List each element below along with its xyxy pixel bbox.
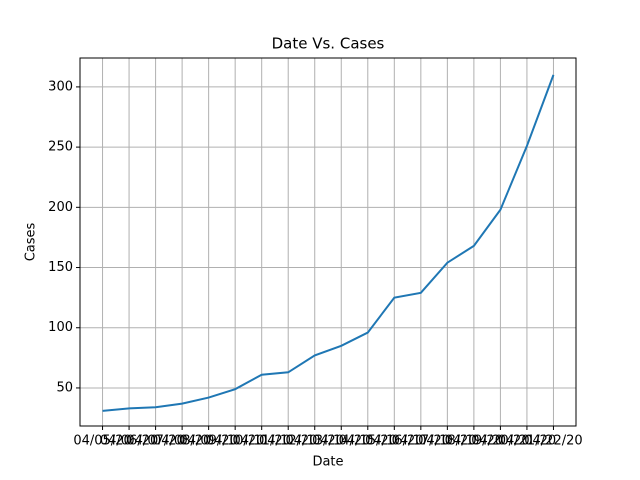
x-tick-label: 04/05/20 <box>73 434 131 449</box>
x-tick-label: 04/06/20 <box>100 434 158 449</box>
x-axis-label: Date <box>312 455 343 470</box>
y-tick-label: 300 <box>48 79 73 94</box>
y-tick-label: 150 <box>48 260 73 275</box>
y-axis-label: Cases <box>24 222 39 261</box>
y-tick-label: 100 <box>48 320 73 335</box>
line <box>102 74 555 412</box>
x-tick-label: 04/20/20 <box>471 434 529 449</box>
y-tick-label: 50 <box>56 380 73 395</box>
x-tick-label: 04/11/20 <box>232 434 290 449</box>
x-tick-label: 04/14/20 <box>312 434 370 449</box>
x-tick-label: 04/08/20 <box>153 434 211 449</box>
x-tick-label: 04/18/20 <box>418 434 476 449</box>
x-tick-label: 04/16/20 <box>365 434 423 449</box>
y-tick-label: 200 <box>48 200 73 215</box>
x-tick-label: 04/07/20 <box>126 434 184 449</box>
x-tick-label: 04/12/20 <box>259 434 317 449</box>
chart-title: Date Vs. Cases <box>272 35 385 53</box>
plot-frame <box>79 57 577 427</box>
x-tick-label: 04/10/20 <box>206 434 264 449</box>
x-tick-label: 04/13/20 <box>286 434 344 449</box>
x-tick-label: 04/15/20 <box>339 434 397 449</box>
x-tick-label: 04/17/20 <box>392 434 450 449</box>
x-tick-label: 04/21/20 <box>498 434 556 449</box>
x-tick-label: 04/19/20 <box>445 434 503 449</box>
y-tick-label: 250 <box>48 140 73 155</box>
x-tick-label: 04/09/20 <box>179 434 237 449</box>
x-tick-label: 04/22/20 <box>524 434 582 449</box>
